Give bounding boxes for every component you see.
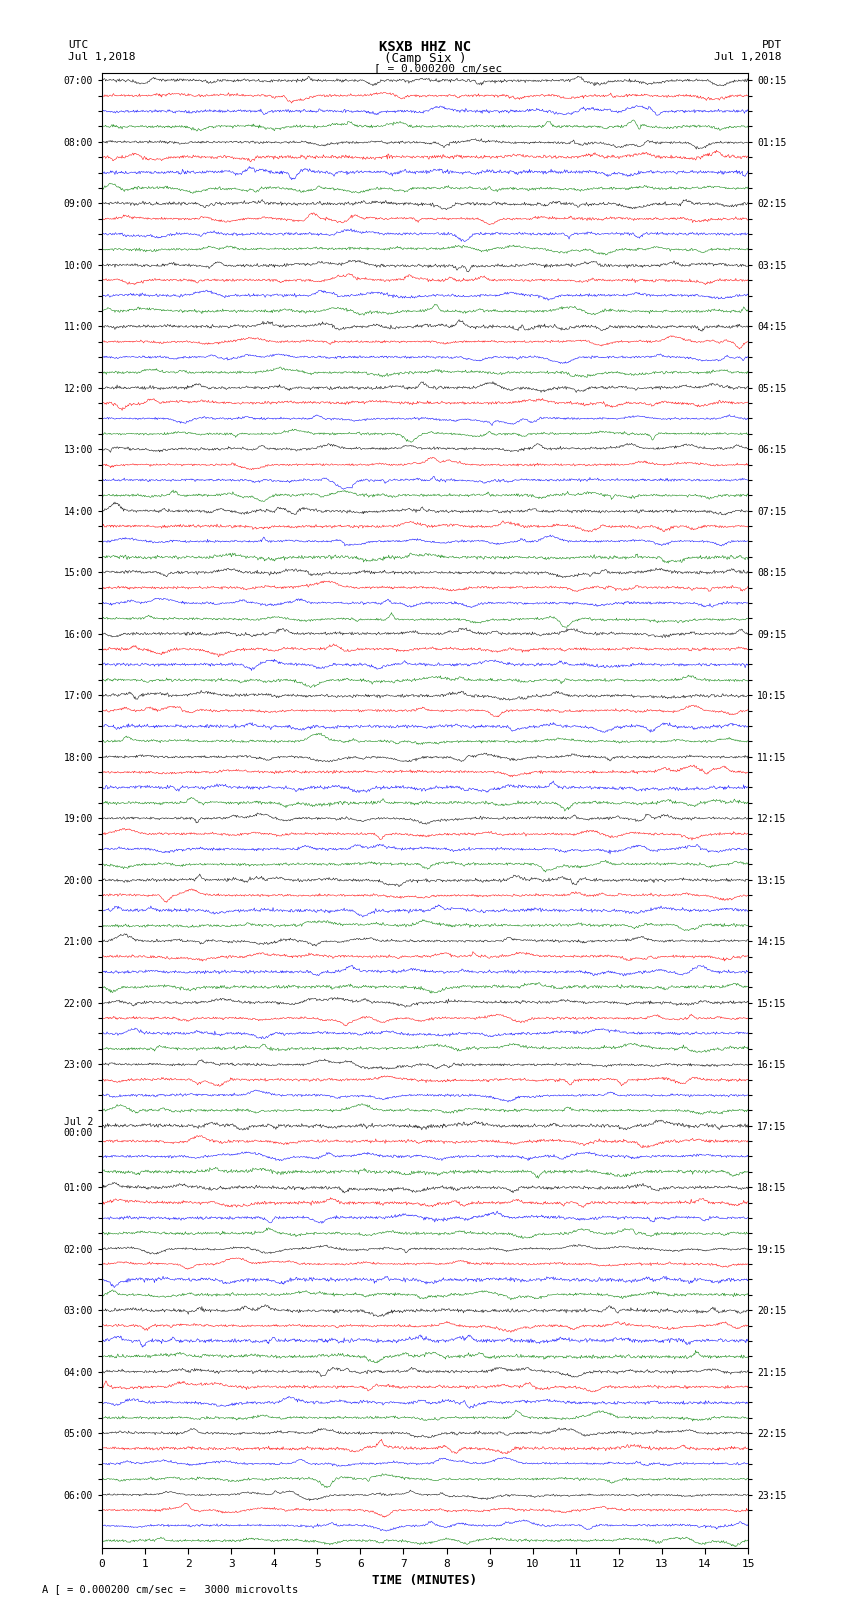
Text: [ = 0.000200 cm/sec: [ = 0.000200 cm/sec: [374, 63, 502, 73]
Text: (Camp Six ): (Camp Six ): [383, 52, 467, 65]
Text: PDT: PDT: [762, 40, 782, 50]
Text: KSXB HHZ NC: KSXB HHZ NC: [379, 40, 471, 55]
Text: Jul 1,2018: Jul 1,2018: [715, 52, 782, 61]
X-axis label: TIME (MINUTES): TIME (MINUTES): [372, 1574, 478, 1587]
Text: Jul 1,2018: Jul 1,2018: [68, 52, 135, 61]
Text: UTC: UTC: [68, 40, 88, 50]
Text: A [ = 0.000200 cm/sec =   3000 microvolts: A [ = 0.000200 cm/sec = 3000 microvolts: [42, 1584, 298, 1594]
